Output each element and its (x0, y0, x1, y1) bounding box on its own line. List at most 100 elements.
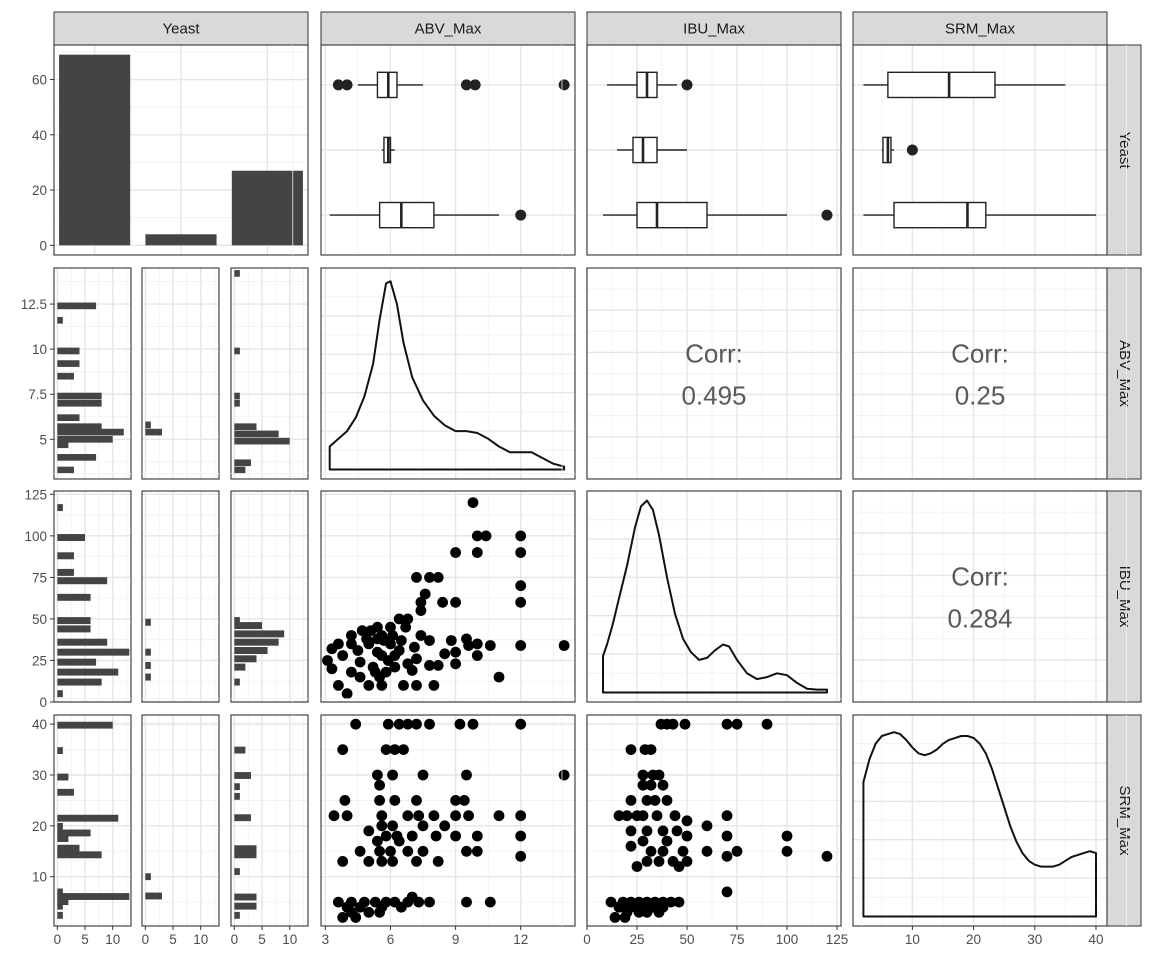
density-curve (328, 280, 566, 471)
scatter-point (761, 718, 773, 730)
scatter-point (681, 856, 693, 867)
scatter-point (637, 779, 649, 791)
scatter-point (445, 635, 457, 646)
scatter-point (395, 635, 407, 646)
scatter-point (363, 638, 375, 650)
histogram-bar (57, 638, 108, 646)
histogram-bar (234, 622, 263, 630)
histogram-bar (234, 423, 257, 431)
panel-grid (292, 268, 575, 479)
scatter-point (415, 605, 427, 616)
x-tick-label: 30 (1027, 932, 1042, 947)
scatter-point (350, 912, 362, 923)
scatter-point (701, 845, 713, 857)
scatter-point (341, 810, 353, 822)
scatter-point (339, 795, 351, 806)
y-tick-label: 0 (39, 238, 47, 253)
scatter-point (363, 906, 375, 918)
scatter-point (363, 825, 375, 837)
panel-border (586, 44, 842, 256)
scatter-point (354, 656, 366, 668)
scatter-point (409, 641, 420, 653)
row-strip (1106, 490, 1142, 703)
scatter-point (393, 613, 405, 625)
scatter-point (781, 845, 793, 857)
x-tick-label: 6 (387, 932, 395, 947)
histogram-bar (57, 829, 91, 837)
histogram-panel-border (230, 490, 309, 703)
histogram-bar (234, 678, 240, 686)
scatter-point (352, 645, 364, 656)
y-tick-label: 7.5 (28, 387, 47, 402)
density-curve (602, 499, 828, 694)
scatter-point (609, 912, 621, 923)
y-tick-label: 50 (32, 612, 47, 627)
histogram-bar (57, 302, 97, 310)
scatter-point (450, 596, 461, 608)
scatter-point (515, 547, 527, 558)
panel-grid (142, 268, 219, 479)
scatter-point (515, 580, 527, 592)
panel-border (586, 490, 842, 703)
scatter-point (402, 845, 414, 857)
scatter-point (673, 896, 685, 908)
scatter-point (374, 779, 385, 791)
scatter-point (645, 779, 657, 791)
scatter-point (389, 795, 401, 806)
scatter-point (417, 845, 429, 857)
histogram-bar (57, 593, 91, 601)
scatter-point (653, 906, 665, 918)
scatter-point (641, 856, 653, 867)
scatter-point (376, 820, 388, 832)
scatter-point (385, 621, 396, 633)
histogram-bar (234, 783, 240, 791)
scatter-point (382, 718, 394, 730)
scatter-point (463, 810, 474, 822)
x-tick-label: 75 (729, 932, 744, 947)
scatter-point (419, 588, 431, 600)
x-tick-label: 5 (258, 932, 266, 947)
scatter-point (337, 744, 349, 755)
histogram-bar (234, 437, 290, 445)
boxplot (863, 201, 1096, 229)
histogram-bar (234, 392, 240, 400)
histogram-bar (57, 552, 74, 560)
x-tick-label: 0 (583, 932, 591, 947)
histogram-bar (57, 428, 124, 436)
scatter-point (333, 680, 344, 691)
scatter-point (326, 643, 338, 655)
scatter-point (372, 769, 383, 781)
x-tick-label: 20 (966, 932, 981, 947)
x-tick-label: 9 (452, 932, 460, 947)
panel-border (852, 490, 1108, 703)
scatter-point (385, 638, 396, 650)
scatter-point (387, 630, 398, 641)
scatter-point (633, 906, 645, 918)
scatter-point (417, 769, 429, 781)
scatter-point (731, 845, 743, 857)
scatter-point (471, 830, 483, 842)
histogram-bar (57, 668, 119, 676)
scatter-point (471, 845, 483, 857)
histogram-bar (57, 678, 102, 686)
column-strip-label: ABV_Max (415, 21, 482, 38)
boxplot-outlier (332, 79, 344, 91)
panel-grid (142, 473, 219, 724)
scatter-point (625, 825, 637, 837)
y-tick-label: 40 (32, 128, 47, 143)
scatter-point (411, 680, 422, 691)
scatter-point (515, 810, 527, 822)
scatter-point (661, 795, 673, 806)
scatter-point (428, 680, 440, 691)
boxplot-outlier (906, 144, 918, 156)
yeast-bar (231, 170, 303, 246)
scatter-point (515, 850, 527, 862)
histogram-bar (145, 673, 151, 681)
histogram-panel-border (141, 714, 220, 927)
histogram-bar (234, 430, 279, 438)
histogram-bar (234, 663, 246, 671)
scatter-point (669, 810, 681, 822)
column-strip (586, 11, 842, 46)
column-strip (852, 11, 1108, 46)
